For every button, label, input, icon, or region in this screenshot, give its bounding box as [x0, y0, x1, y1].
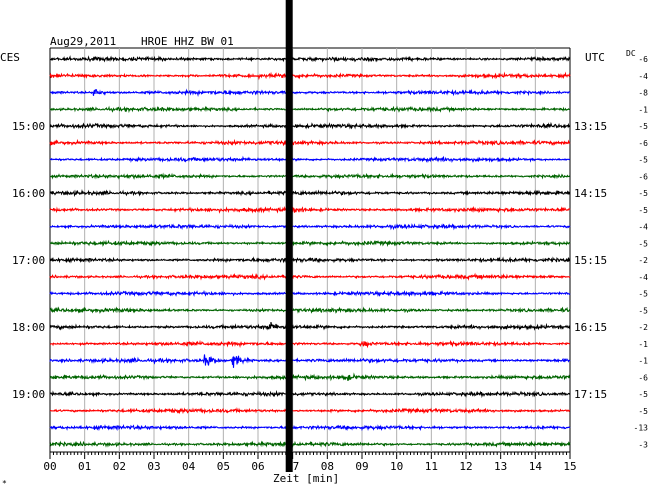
left-time-label: 17:00	[12, 254, 45, 267]
seismic-trace	[49, 406, 571, 415]
seismic-trace	[49, 223, 571, 231]
seismic-trace	[49, 138, 571, 147]
dc-offset-label: -5	[638, 156, 648, 165]
x-tick-label: 11	[425, 460, 438, 473]
x-tick-label: 00	[43, 460, 56, 473]
seismic-trace	[49, 71, 571, 81]
dc-offset-label: -4	[638, 273, 648, 282]
left-time-label: 15:00	[12, 120, 45, 133]
date-label: Aug29,2011	[50, 35, 117, 48]
dc-offset-label: -8	[638, 89, 648, 98]
dc-offset-label: -2	[638, 323, 648, 332]
seismic-trace	[49, 88, 571, 97]
seismic-trace	[49, 321, 571, 331]
right-time-label: 17:15	[574, 388, 607, 401]
right-time-label: 13:15	[574, 120, 607, 133]
x-tick-label: 01	[78, 460, 91, 473]
x-tick-label: 14	[529, 460, 543, 473]
right-time-label: 16:15	[574, 321, 607, 334]
seismic-trace	[49, 172, 571, 181]
x-tick-label: 10	[390, 460, 403, 473]
seismic-trace	[49, 372, 571, 382]
left-time-label: 18:00	[12, 321, 45, 334]
dc-offset-label: -6	[638, 139, 648, 148]
dc-offset-label: -5	[638, 206, 648, 215]
dc-offset-label: -1	[638, 357, 648, 366]
x-tick-label: 03	[147, 460, 160, 473]
station-label: HROE HHZ BW 01	[141, 35, 234, 48]
x-tick-label: 02	[113, 460, 126, 473]
seismic-trace	[49, 306, 571, 314]
seismic-trace	[49, 155, 571, 164]
dc-offset-label: -5	[638, 306, 648, 315]
seismic-trace	[49, 189, 571, 198]
right-time-label: 14:15	[574, 187, 607, 200]
seismic-trace	[49, 339, 571, 349]
dc-offset-label: -5	[638, 407, 648, 416]
left-time-label: 16:00	[12, 187, 45, 200]
seismic-trace	[49, 205, 571, 214]
seismic-trace	[49, 389, 571, 399]
x-tick-label: 09	[355, 460, 368, 473]
seismic-trace	[49, 239, 571, 248]
dc-offset-label: -6	[638, 373, 648, 382]
right-time-label: 15:15	[574, 254, 607, 267]
dc-offset-label: -13	[634, 424, 649, 433]
x-tick-label: 13	[494, 460, 507, 473]
x-tick-label: 12	[459, 460, 472, 473]
dc-offset-label: -5	[638, 122, 648, 131]
footnote-mark: *	[2, 479, 7, 488]
right-timezone-label: UTC	[585, 51, 605, 64]
x-tick-label: 05	[217, 460, 230, 473]
left-timezone-label: CES	[0, 51, 20, 64]
seismic-trace	[49, 354, 571, 368]
seismic-trace	[49, 440, 571, 449]
current-time-marker	[285, 0, 293, 472]
x-tick-label: 08	[321, 460, 334, 473]
dc-offset-label: -5	[638, 189, 648, 198]
x-tick-label: 15	[563, 460, 576, 473]
dc-offset-label: -3	[638, 440, 648, 449]
dc-offset-label: -6	[638, 55, 648, 64]
seismic-trace	[49, 121, 571, 130]
dc-offset-label: -5	[638, 290, 648, 299]
dc-offset-label: -4	[638, 72, 648, 81]
seismic-trace	[49, 272, 571, 281]
x-axis-label: Zeit [min]	[273, 472, 340, 485]
seismic-trace	[49, 424, 571, 432]
seismic-trace	[49, 55, 571, 63]
dc-offset-label: -1	[638, 105, 648, 114]
seismic-trace	[49, 105, 571, 114]
dc-offset-label: -5	[638, 239, 648, 248]
x-tick-label: 04	[182, 460, 196, 473]
dc-offset-label: -4	[638, 223, 648, 232]
dc-offset-label: -5	[638, 390, 648, 399]
dc-offset-label: -1	[638, 340, 648, 349]
left-time-label: 19:00	[12, 388, 45, 401]
seismic-trace	[49, 289, 571, 298]
x-tick-label: 06	[251, 460, 264, 473]
dc-offset-label: -2	[638, 256, 648, 265]
dc-label: DC	[626, 49, 636, 58]
dc-offset-label: -6	[638, 172, 648, 181]
seismic-trace	[49, 256, 571, 264]
